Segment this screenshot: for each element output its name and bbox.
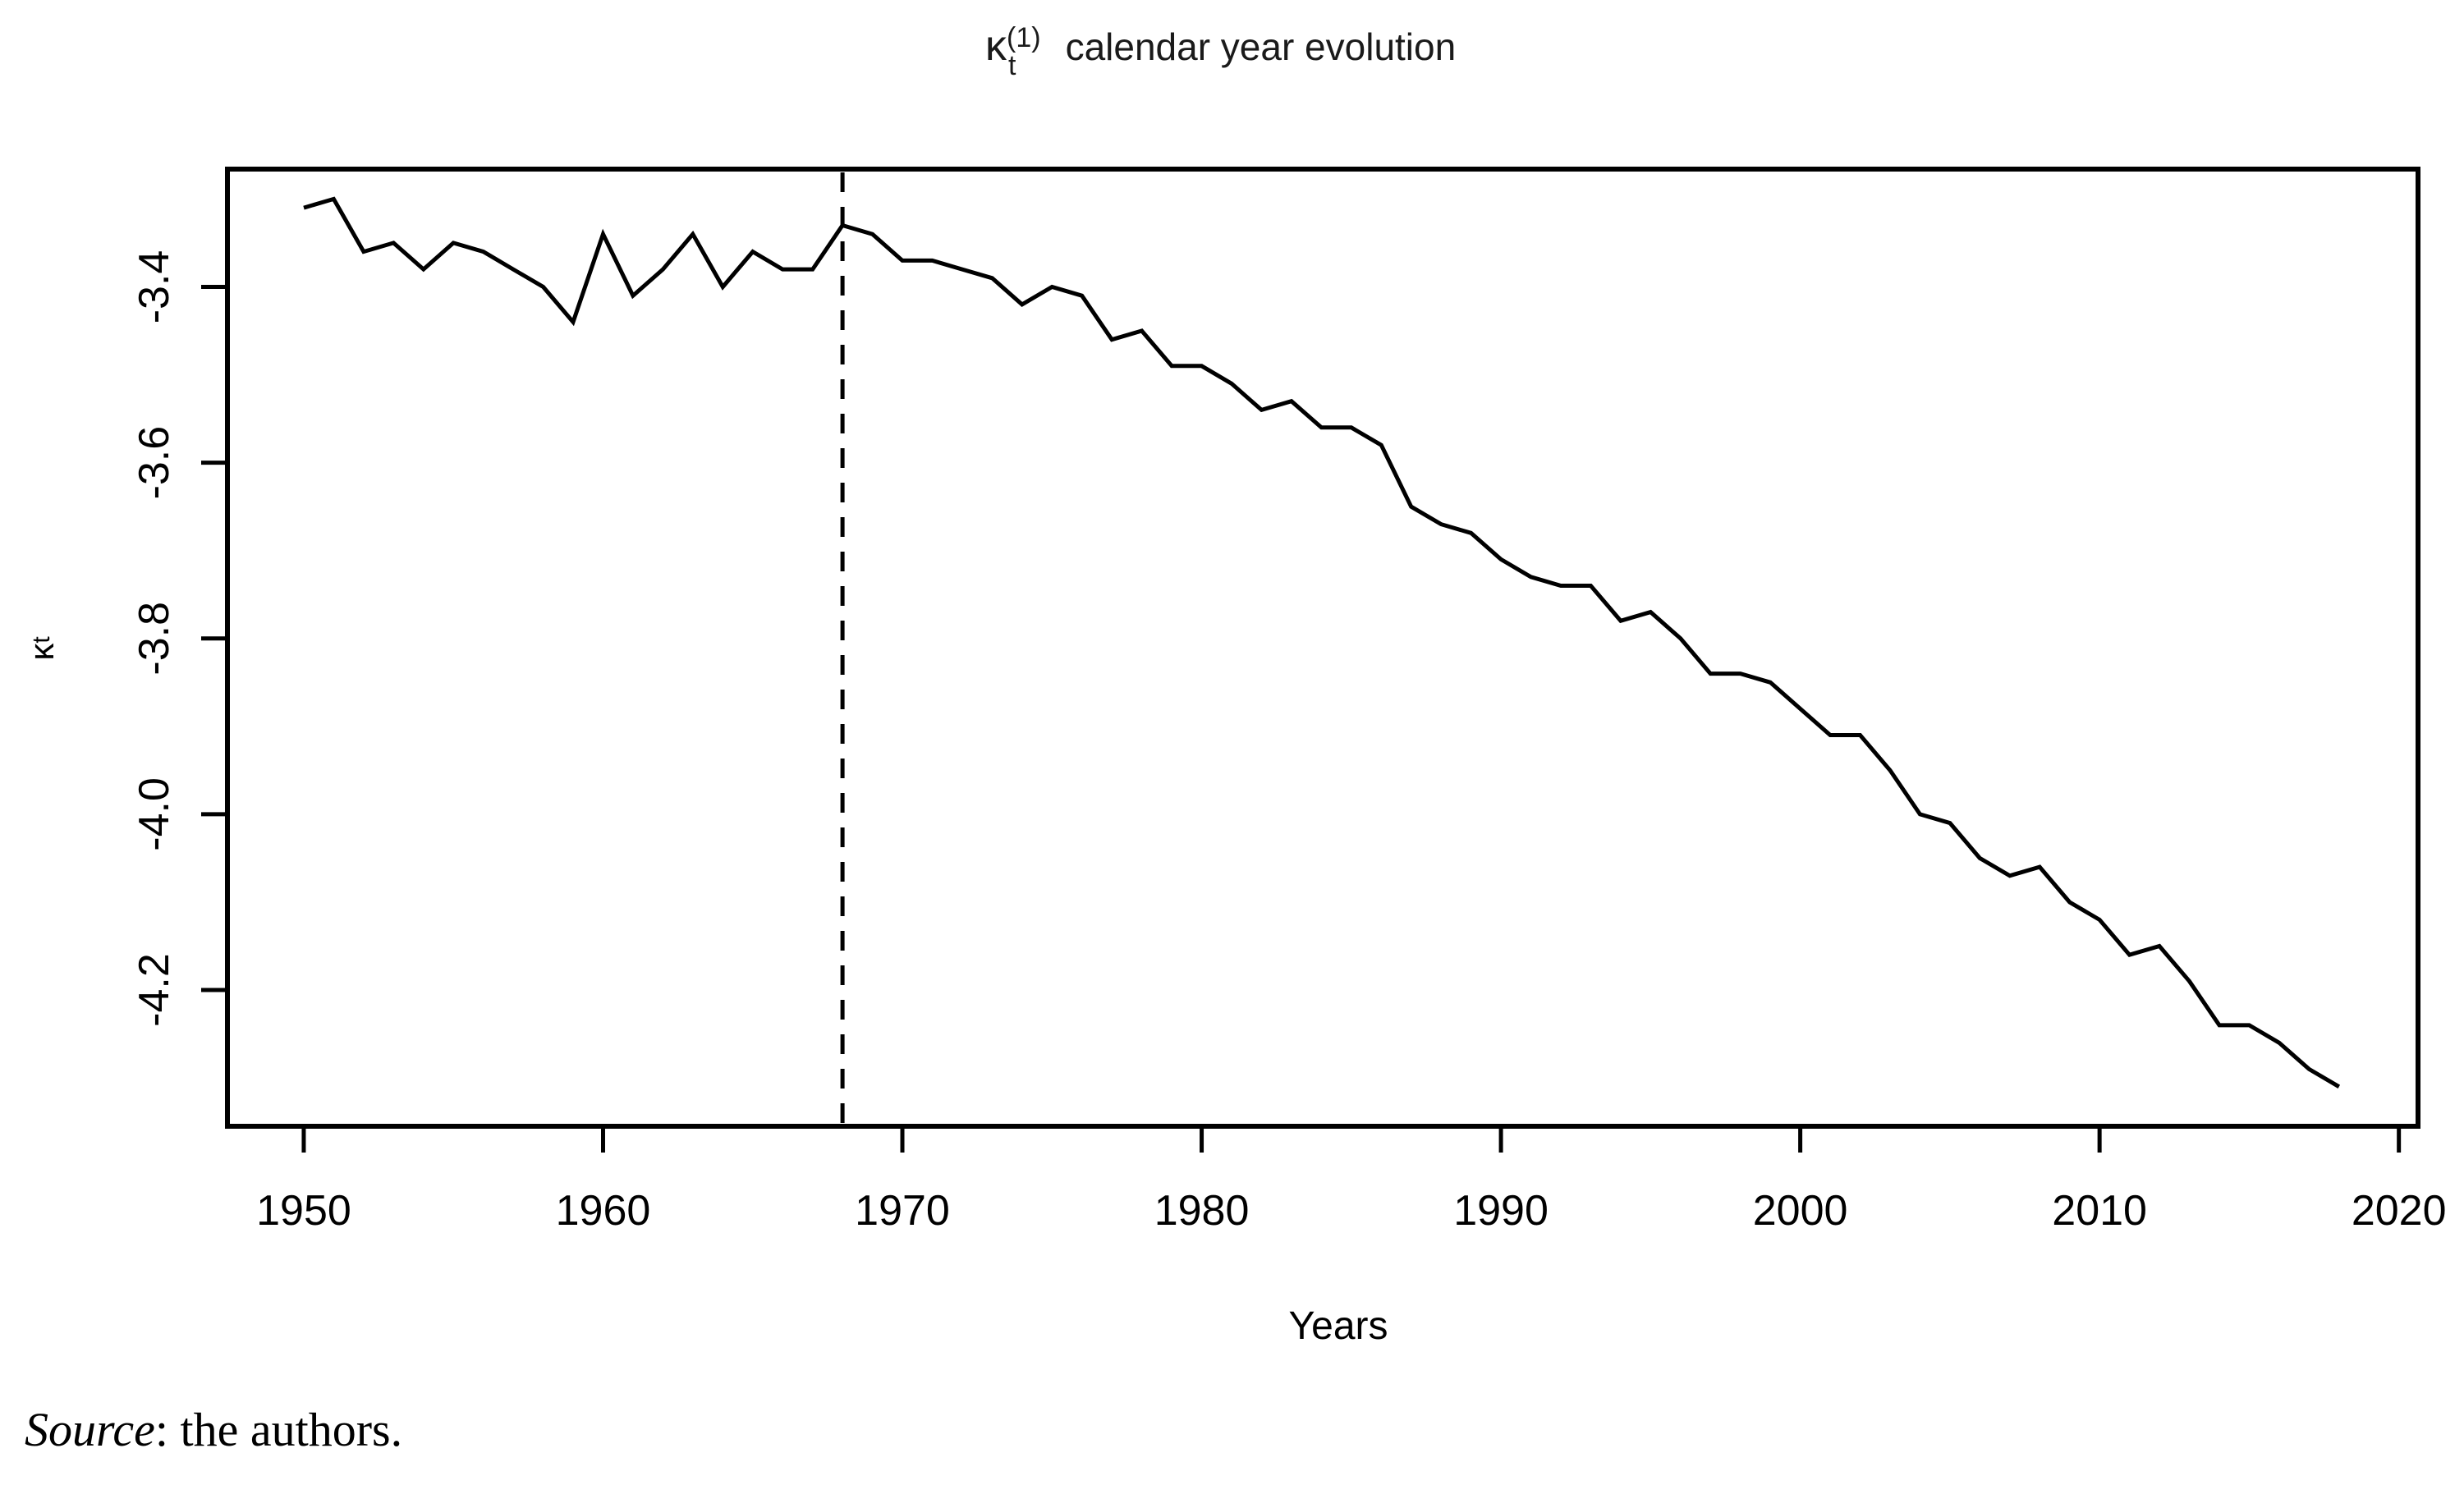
plot-frame xyxy=(225,167,2420,1129)
x-axis-tick-label: 1970 xyxy=(855,1187,950,1235)
y-axis-subscript: t xyxy=(28,636,55,644)
title-superscript: (1) xyxy=(1007,22,1041,53)
y-axis-tick-label: -3.6 xyxy=(131,426,178,500)
x-axis-tick-label: 1990 xyxy=(1453,1187,1549,1235)
y-axis-tick-label: -4.2 xyxy=(131,953,178,1027)
y-axis-kappa-symbol: κ xyxy=(22,643,61,661)
y-axis-tick-label: -3.8 xyxy=(131,602,178,676)
source-note: Source: the authors. xyxy=(25,1402,402,1457)
chart-title: κ (1) t calendar year evolution xyxy=(985,21,1456,80)
x-axis-tick-label: 1960 xyxy=(556,1187,651,1235)
x-axis-tick-label: 2010 xyxy=(2052,1187,2147,1235)
x-axis-tick-label: 2000 xyxy=(1753,1187,1848,1235)
x-axis-tick-label: 1980 xyxy=(1154,1187,1250,1235)
title-text: calendar year evolution xyxy=(1065,25,1457,68)
y-axis-tick-label: -3.4 xyxy=(131,250,178,324)
title-kappa-symbol: κ xyxy=(985,22,1007,70)
source-note-label: Source xyxy=(25,1403,155,1456)
x-axis-tick-label: 1950 xyxy=(256,1187,351,1235)
title-script-stack: (1) t xyxy=(1007,24,1041,80)
x-axis-tick-label: 2020 xyxy=(2352,1187,2447,1235)
kappa-series-line xyxy=(303,196,2341,1089)
x-axis-label: Years xyxy=(1288,1304,1388,1348)
y-axis-tick-label: -4.0 xyxy=(131,777,178,851)
source-note-text: : the authors. xyxy=(154,1403,403,1456)
title-subscript: t xyxy=(1008,50,1016,81)
